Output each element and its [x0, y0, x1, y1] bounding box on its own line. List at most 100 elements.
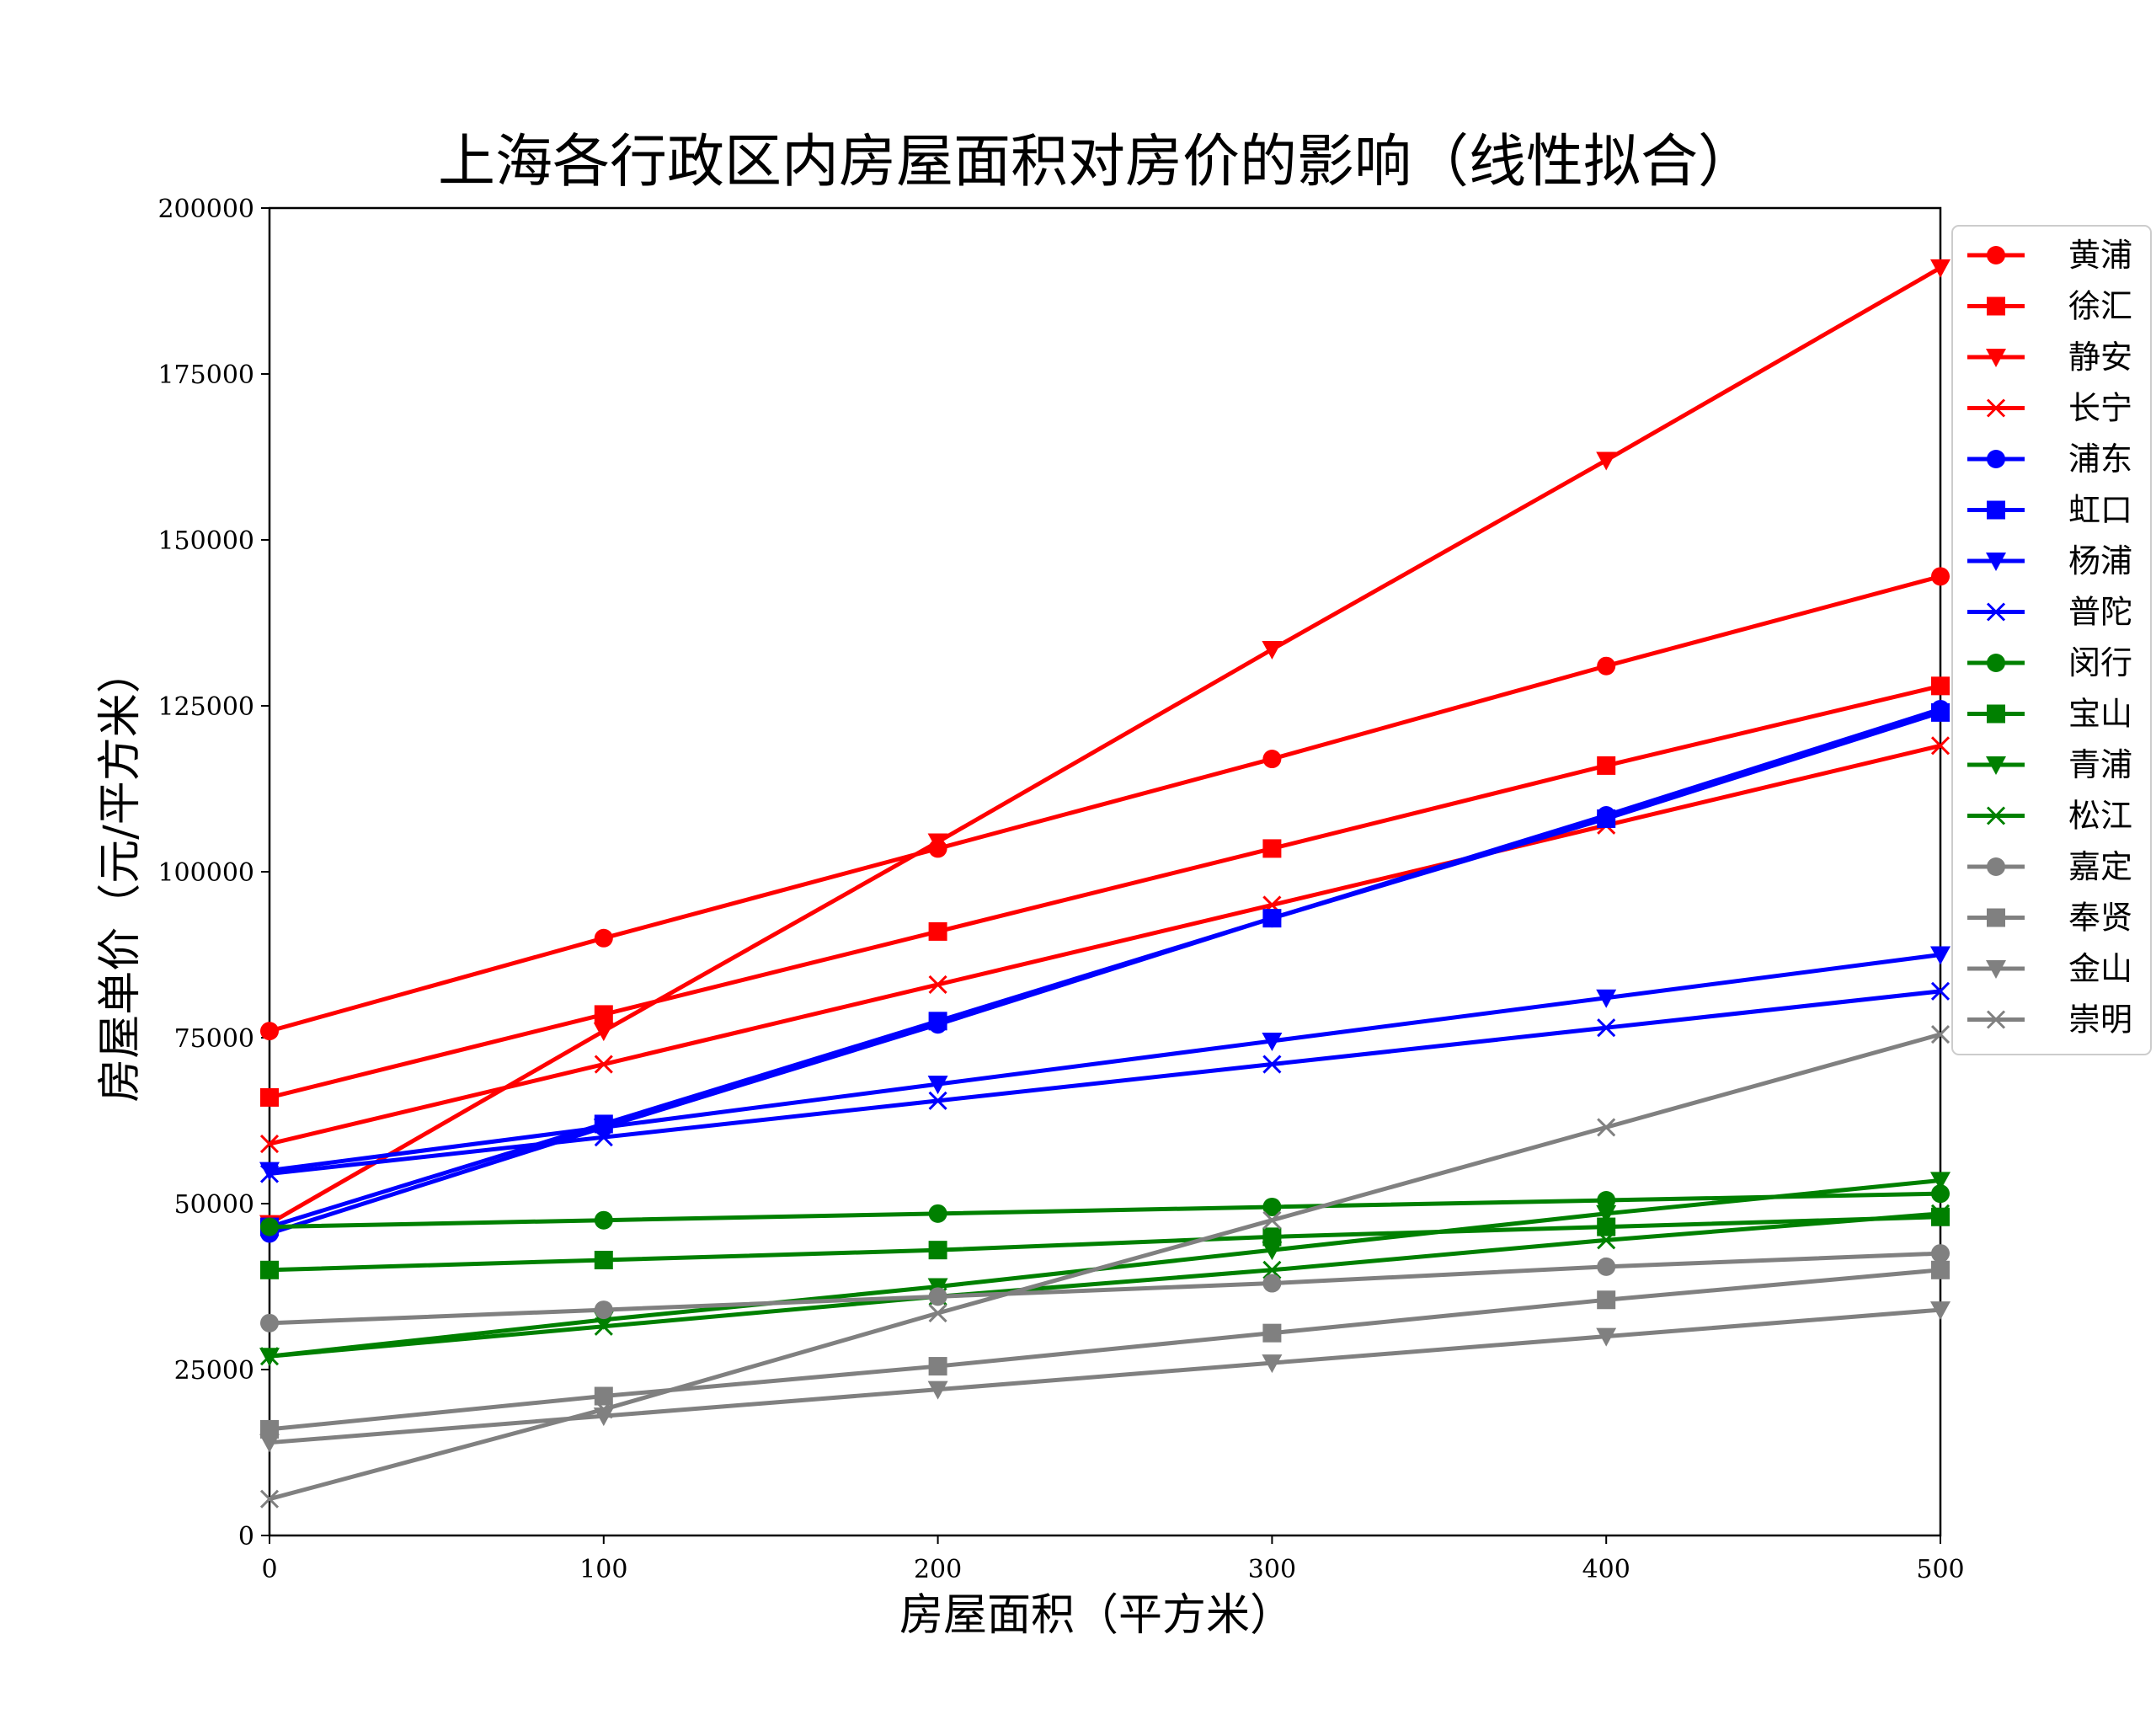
data-point: [1262, 750, 1282, 769]
data-point: [260, 1260, 279, 1279]
data-point: [1930, 1204, 1951, 1223]
data-point: [594, 1055, 613, 1074]
legend-label: 宝山: [2068, 696, 2132, 733]
legend-label: 长宁: [2068, 390, 2132, 427]
x-tick-label: 300: [1248, 1555, 1296, 1584]
legend-marker: [1986, 756, 2006, 775]
data-point: [1931, 1184, 1950, 1204]
data-point: [1596, 989, 1617, 1008]
data-point: [928, 1012, 947, 1031]
legend-item-宝山: 宝山: [1967, 696, 2132, 733]
legend-item-静安: 静安: [1967, 339, 2132, 376]
data-point: [259, 1162, 280, 1181]
legend-marker: [1986, 602, 2006, 622]
legend-label: 普陀: [2068, 594, 2132, 631]
data-point: [259, 1489, 280, 1509]
legend-item-崇明: 崇明: [1967, 1001, 2132, 1039]
data-point: [1597, 1191, 1616, 1210]
legend-label: 嘉定: [2068, 848, 2132, 885]
data-point: [594, 1210, 613, 1230]
x-tick-label: 0: [261, 1555, 277, 1584]
legend-label: 金山: [2068, 950, 2132, 987]
series-松江: [259, 1204, 1951, 1366]
legend-marker: [1987, 296, 2005, 316]
series-金山: [259, 1301, 1951, 1453]
legend-marker: [1986, 806, 2006, 825]
legend-label: 崇明: [2068, 1001, 2132, 1039]
data-point: [1597, 1257, 1616, 1276]
y-tick-label: 200000: [157, 195, 254, 224]
legend-box: [1951, 225, 2152, 1055]
series-line: [269, 1211, 1941, 1359]
series-崇明: [259, 1024, 1951, 1509]
data-point: [1930, 1301, 1951, 1321]
x-tick-label: 500: [1916, 1555, 1964, 1584]
data-point: [1931, 1260, 1950, 1279]
legend-marker: [1986, 1010, 2006, 1029]
data-point: [1931, 1244, 1950, 1263]
data-point: [1597, 809, 1616, 828]
x-tick-label: 400: [1582, 1555, 1630, 1584]
data-point: [260, 1022, 279, 1041]
legend-marker: [1987, 450, 2005, 468]
legend-item-青浦: 青浦: [1967, 746, 2132, 783]
legend-item-杨浦: 杨浦: [1967, 542, 2132, 579]
data-point: [1597, 1118, 1616, 1137]
legend-label: 静安: [2068, 339, 2132, 376]
data-point: [260, 1217, 279, 1236]
data-point: [259, 1434, 280, 1453]
data-point: [1262, 1055, 1282, 1074]
data-point: [1262, 1227, 1282, 1247]
legend-item-黄浦: 黄浦: [1967, 237, 2132, 274]
data-point: [1930, 946, 1951, 965]
data-point: [594, 928, 613, 948]
legend-label: 黄浦: [2068, 237, 2132, 274]
series-奉贤: [260, 1260, 1950, 1439]
series-line: [269, 989, 1941, 1177]
series-line: [269, 1251, 1941, 1326]
data-point: [260, 1313, 279, 1332]
y-axis-label: 房屋单价（元/平方米）: [95, 649, 146, 1103]
data-point: [1930, 736, 1951, 756]
data-point: [1262, 1323, 1282, 1343]
series-青浦: [259, 1172, 1951, 1367]
data-point: [1262, 1354, 1283, 1374]
series-普陀: [259, 981, 1951, 1183]
y-tick-label: 50000: [174, 1190, 254, 1220]
data-point: [594, 1400, 613, 1419]
legend-item-松江: 松江: [1967, 798, 2132, 835]
data-point: [927, 833, 948, 852]
series-闵行: [260, 1184, 1950, 1236]
series-line: [269, 1191, 1941, 1230]
legend-label: 闵行: [2068, 644, 2132, 681]
legend-label: 浦东: [2068, 441, 2132, 478]
data-point: [928, 975, 947, 995]
data-point: [1597, 1018, 1616, 1038]
data-point: [1596, 1204, 1617, 1224]
legend-item-徐汇: 徐汇: [1967, 288, 2132, 325]
legend-item-奉贤: 奉贤: [1967, 900, 2132, 937]
data-point: [927, 1076, 948, 1095]
legend-label: 奉贤: [2068, 900, 2132, 937]
data-point: [1262, 1260, 1282, 1279]
data-point: [1596, 1327, 1617, 1347]
series-line: [269, 1307, 1941, 1445]
data-point: [594, 1316, 613, 1336]
y-tick-label: 125000: [157, 692, 254, 722]
data-point: [1930, 259, 1951, 278]
y-tick-label: 25000: [174, 1356, 254, 1386]
series-line: [269, 1032, 1941, 1502]
series-长宁: [259, 736, 1951, 1154]
series-杨浦: [259, 946, 1951, 1181]
legend-item-浦东: 浦东: [1967, 441, 2132, 478]
data-point: [594, 1250, 613, 1269]
legend-marker: [1986, 398, 2006, 418]
series-黄浦: [260, 567, 1950, 1041]
legend-marker: [1987, 908, 2005, 927]
data-point: [1597, 1290, 1616, 1310]
legend-item-长宁: 长宁: [1967, 390, 2132, 427]
data-point: [260, 1087, 279, 1107]
data-point: [1262, 1242, 1283, 1261]
data-point: [1262, 909, 1282, 928]
